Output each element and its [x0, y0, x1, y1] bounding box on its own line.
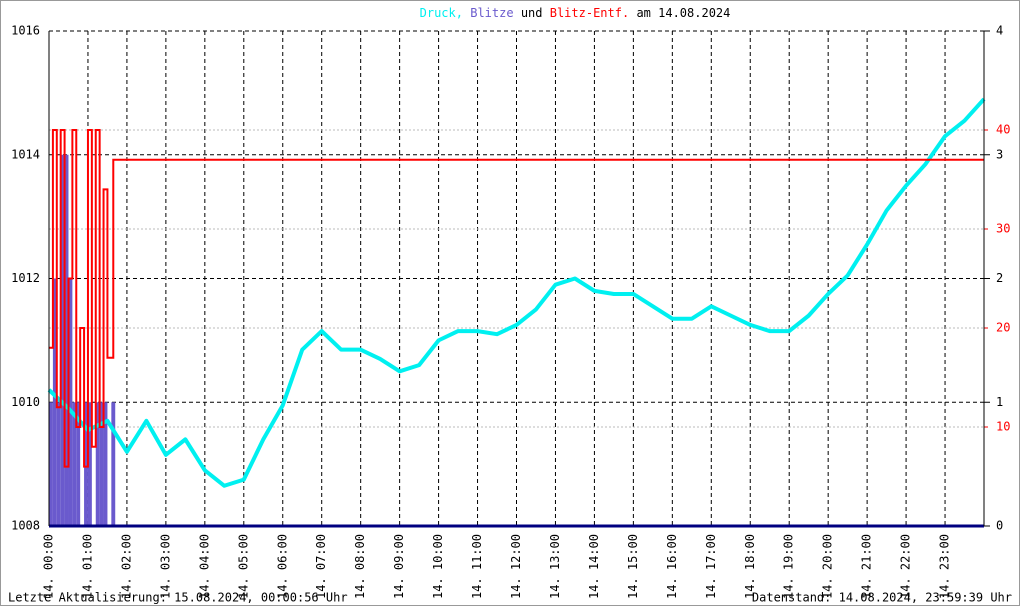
y-tick-label: 1008: [11, 519, 40, 533]
x-tick-label: 14. 19:00: [782, 534, 796, 599]
bar: [72, 402, 77, 526]
title-part: Blitz-Entf.: [550, 6, 629, 20]
x-tick-label: 14. 10:00: [431, 534, 445, 599]
y2-tick-label: 4: [996, 24, 1003, 38]
x-tick-label: 14. 04:00: [197, 534, 211, 599]
title-part: Blitze: [470, 6, 513, 20]
bar: [99, 402, 104, 526]
x-tick-label: 14. 13:00: [548, 534, 562, 599]
y2-tick-label: 0: [996, 519, 1003, 533]
x-tick-label: 14. 21:00: [860, 534, 874, 599]
x-tick-label: 14. 03:00: [158, 534, 172, 599]
title-part: am 14.08.2024: [636, 6, 730, 20]
bar: [68, 278, 73, 526]
x-tick-label: 14. 18:00: [743, 534, 757, 599]
bar: [49, 402, 53, 526]
bar: [111, 402, 116, 526]
bar: [64, 154, 69, 526]
x-tick-label: 14. 23:00: [938, 534, 952, 599]
title-part: und: [521, 6, 543, 20]
x-tick-label: 14. 06:00: [275, 534, 289, 599]
x-tick-label: 14. 09:00: [392, 534, 406, 599]
title-part: Druck,: [420, 6, 463, 20]
x-tick-label: 14. 20:00: [821, 534, 835, 599]
x-tick-label: 14. 22:00: [899, 534, 913, 599]
bar: [60, 154, 65, 526]
y2-tick-label: 1: [996, 395, 1003, 409]
y-tick-label: 1016: [11, 24, 40, 38]
x-tick-label: 14. 00:00: [42, 534, 56, 599]
footer-left: Letzte Aktualisierung: 15.08.2024, 00:00…: [8, 591, 348, 605]
x-tick-label: 14. 05:00: [236, 534, 250, 599]
y-tick-label: 1012: [11, 271, 40, 285]
x-tick-label: 14. 08:00: [353, 534, 367, 599]
bar: [56, 402, 61, 526]
distance-line: [49, 129, 984, 468]
y3-tick-label: 40: [996, 123, 1010, 137]
y-tick-label: 1010: [11, 395, 40, 409]
y3-tick-label: 20: [996, 321, 1010, 335]
x-tick-label: 14. 12:00: [509, 534, 523, 599]
chart-title: Druck, Blitze und Blitz-Entf. am 14.08.2…: [420, 6, 731, 20]
x-tick-label: 14. 11:00: [470, 534, 484, 599]
pressure-line: [47, 97, 986, 488]
bar: [103, 402, 108, 526]
x-tick-label: 14. 15:00: [626, 534, 640, 599]
y2-tick-label: 2: [996, 271, 1003, 285]
bar: [76, 402, 81, 526]
footer-right: Datenstand: 14.08.2024, 23:59:39 Uhr: [752, 591, 1012, 605]
y3-tick-label: 30: [996, 222, 1010, 236]
bar: [95, 402, 100, 526]
y2-tick-label: 3: [996, 147, 1003, 161]
x-tick-label: 14. 16:00: [665, 534, 679, 599]
bar: [84, 402, 88, 526]
x-tick-label: 14. 14:00: [587, 534, 601, 599]
y-tick-label: 1014: [11, 147, 40, 161]
y3-tick-label: 10: [996, 420, 1010, 434]
x-tick-label: 14. 07:00: [314, 534, 328, 599]
bar: [87, 402, 92, 526]
x-tick-label: 14. 02:00: [119, 534, 133, 599]
bar: [52, 278, 57, 526]
x-tick-label: 14. 01:00: [80, 534, 94, 599]
x-tick-label: 14. 17:00: [704, 534, 718, 599]
